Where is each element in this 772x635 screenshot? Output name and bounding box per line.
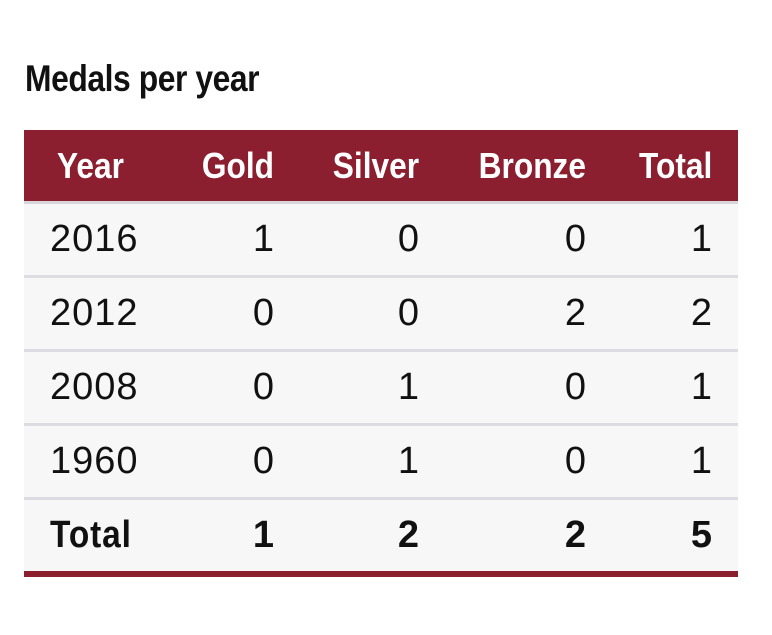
cell-silver: 1 xyxy=(300,350,445,426)
totals-bronze: 2 xyxy=(445,498,612,577)
cell-total: 1 xyxy=(612,202,738,278)
totals-row: Total 1 2 2 5 xyxy=(24,498,738,577)
table-row: 2012 0 0 2 2 xyxy=(24,276,738,352)
header-total: Total xyxy=(612,130,738,204)
cell-bronze: 0 xyxy=(445,202,612,278)
cell-bronze: 2 xyxy=(445,276,612,352)
table-row: 1960 0 1 0 1 xyxy=(24,424,738,500)
header-row: Year Gold Silver Bronze Total xyxy=(24,130,738,204)
totals-silver: 2 xyxy=(300,498,445,577)
cell-silver: 0 xyxy=(300,202,445,278)
cell-total: 2 xyxy=(612,276,738,352)
cell-total: 1 xyxy=(612,424,738,500)
header-gold: Gold xyxy=(160,130,300,204)
cell-gold: 0 xyxy=(160,276,300,352)
cell-silver: 0 xyxy=(300,276,445,352)
cell-gold: 0 xyxy=(160,424,300,500)
cell-bronze: 0 xyxy=(445,350,612,426)
table-title: Medals per year xyxy=(25,58,260,99)
cell-silver: 1 xyxy=(300,424,445,500)
table-row: 2016 1 0 0 1 xyxy=(24,202,738,278)
header-year: Year xyxy=(24,130,160,204)
cell-total: 1 xyxy=(612,350,738,426)
cell-year: 2008 xyxy=(24,350,160,426)
totals-total: 5 xyxy=(612,498,738,577)
cell-year: 1960 xyxy=(24,424,160,500)
cell-gold: 0 xyxy=(160,350,300,426)
cell-gold: 1 xyxy=(160,202,300,278)
table-row: 2008 0 1 0 1 xyxy=(24,350,738,426)
cell-year: 2016 xyxy=(24,202,160,278)
cell-bronze: 0 xyxy=(445,424,612,500)
header-bronze: Bronze xyxy=(445,130,612,204)
header-silver: Silver xyxy=(300,130,445,204)
totals-label: Total xyxy=(24,498,160,577)
medals-table: Year Gold Silver Bronze Total 2016 1 0 0… xyxy=(24,130,738,577)
totals-gold: 1 xyxy=(160,498,300,577)
cell-year: 2012 xyxy=(24,276,160,352)
table-body: 2016 1 0 0 1 2012 0 0 2 2 2008 0 1 0 1 1… xyxy=(24,202,738,577)
table-header: Year Gold Silver Bronze Total xyxy=(24,130,738,204)
